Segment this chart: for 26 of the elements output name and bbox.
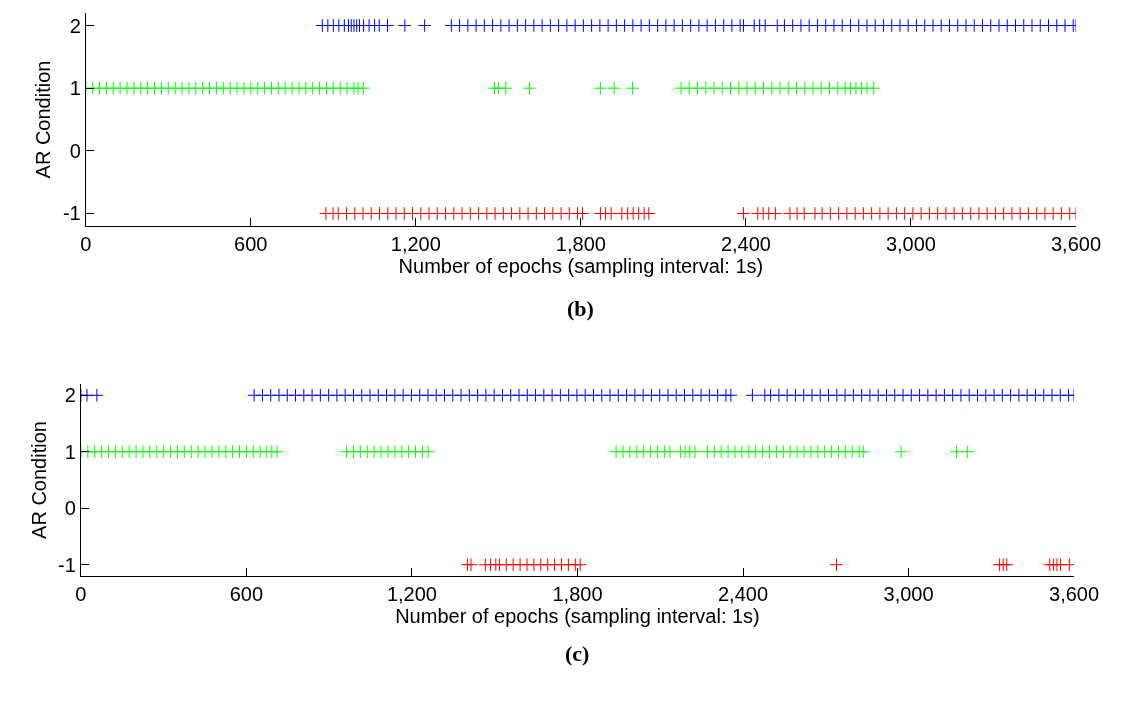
y-tick-label: -1: [58, 553, 76, 576]
y-tick-label: 0: [69, 139, 81, 162]
y-tick-label: 2: [64, 384, 76, 407]
y-tick-label: 1: [64, 440, 76, 463]
y-tick-label: 1: [69, 77, 81, 100]
x-tick-label: 2,400: [717, 583, 769, 605]
y-tick-label: 2: [69, 14, 81, 37]
x-tick-label: 3,600: [1049, 583, 1100, 605]
x-tick-label: 2,400: [720, 233, 771, 255]
x-axis-title: Number of epochs (sampling interval: 1s): [398, 255, 764, 277]
x-tick-label: 3,000: [885, 233, 936, 255]
x-tick-label: 1,800: [552, 583, 603, 605]
x-tick-label: 3,000: [883, 583, 934, 605]
y-tick-label: 0: [64, 497, 76, 520]
text: (b): [567, 296, 594, 321]
x-tick-label: 600: [234, 233, 268, 255]
y-tick-label: -1: [62, 202, 81, 225]
x-tick-label: 1,800: [555, 233, 606, 255]
text: (c): [565, 641, 590, 666]
y-axis-title: AR Condition: [27, 421, 50, 539]
x-tick-label: 3,600: [1050, 233, 1102, 255]
x-tick-label: 1,200: [390, 233, 441, 255]
x-axis-title: Number of epochs (sampling interval: 1s): [395, 605, 760, 627]
y-axis-title: AR Condition: [32, 60, 55, 179]
x-tick-label: 600: [229, 583, 264, 605]
x-tick-label: 1,200: [386, 583, 437, 605]
